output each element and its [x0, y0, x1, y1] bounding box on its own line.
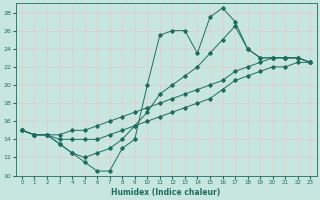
X-axis label: Humidex (Indice chaleur): Humidex (Indice chaleur) — [111, 188, 221, 197]
